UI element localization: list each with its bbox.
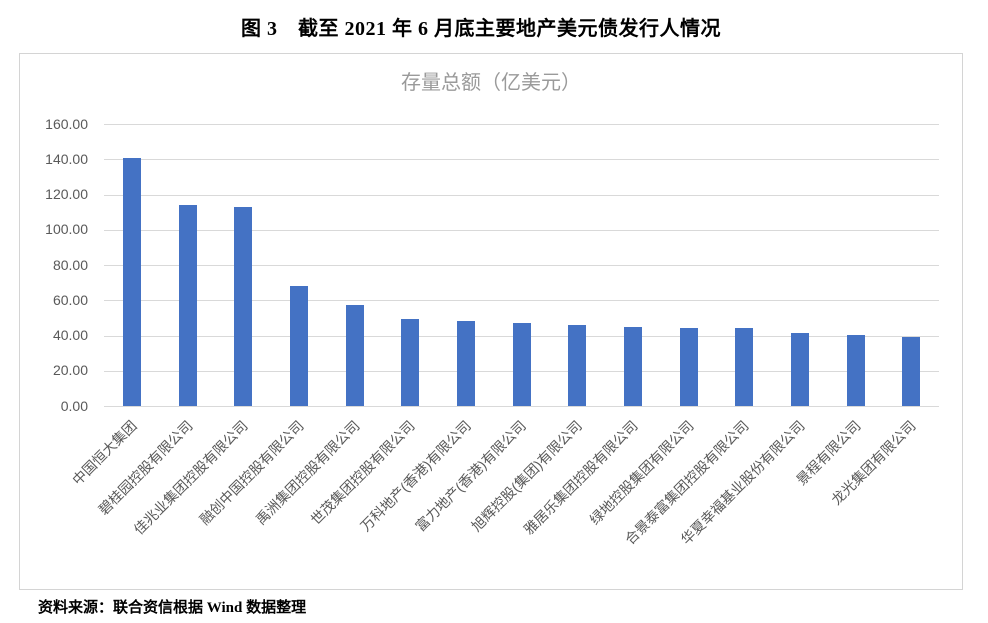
chart-container: 存量总额（亿美元） 0.00 20.00 40.00 60.00 80.00 100.00…: [19, 53, 963, 590]
bar: [623, 327, 642, 406]
figure-caption: 图 3 截至 2021 年 6 月底主要地产美元债发行人情况: [241, 18, 721, 40]
bar: [234, 206, 253, 406]
bar: [289, 286, 308, 406]
bar: [122, 157, 141, 406]
y-axis-label: 140.00: [45, 150, 88, 167]
bar: [456, 321, 475, 406]
bar: [512, 322, 531, 406]
gridline: [104, 194, 939, 196]
y-axis-label: 80.00: [52, 256, 88, 273]
gridline: [104, 300, 939, 302]
bar: [178, 204, 197, 406]
y-axis-label: 160.00: [45, 115, 88, 132]
plot-area: [104, 124, 939, 407]
y-axis-label: 20.00: [52, 362, 88, 379]
bar: [790, 333, 809, 406]
y-axis-label: 0.00: [60, 397, 88, 414]
bar: [679, 327, 698, 406]
gridline: [104, 265, 939, 266]
bar: [902, 336, 921, 406]
y-axis-label: 100.00: [45, 221, 88, 238]
gridline: [104, 229, 939, 231]
y-axis-label: 60.00: [52, 291, 88, 308]
bar: [568, 325, 587, 406]
y-axis: 0.00 20.00 40.00 60.00 80.00 100.00 120.00 140.…: [20, 116, 88, 414]
x-axis-label: 世茂集团控股有限公司: [307, 417, 418, 528]
bar: [345, 305, 364, 406]
chart-title: 存量总额（亿美元）: [401, 72, 581, 94]
x-axis-label: 融创中国控股有限公司: [196, 417, 307, 528]
gridline: [104, 159, 939, 161]
bar: [735, 328, 754, 406]
gridline: [104, 124, 939, 125]
gridline: [104, 406, 939, 407]
bar: [846, 335, 865, 406]
x-axis: 中国恒大集团 碧桂园控股有限公司 佳兆业集团控股有限公司 融创中国控股有限公司 禹洲集团…: [20, 54, 962, 589]
x-axis-label: 碧桂园控股有限公司: [94, 417, 196, 518]
y-axis-label: 40.00: [52, 327, 88, 343]
y-axis-label: 120.00: [45, 186, 88, 202]
bar: [401, 318, 420, 406]
source-note: 资料来源：联合资信根据 Wind 数据整理: [38, 600, 307, 616]
